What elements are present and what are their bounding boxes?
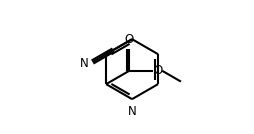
Text: O: O [125,33,134,46]
Text: N: N [80,57,89,70]
Text: O: O [154,64,163,77]
Text: N: N [128,105,136,118]
